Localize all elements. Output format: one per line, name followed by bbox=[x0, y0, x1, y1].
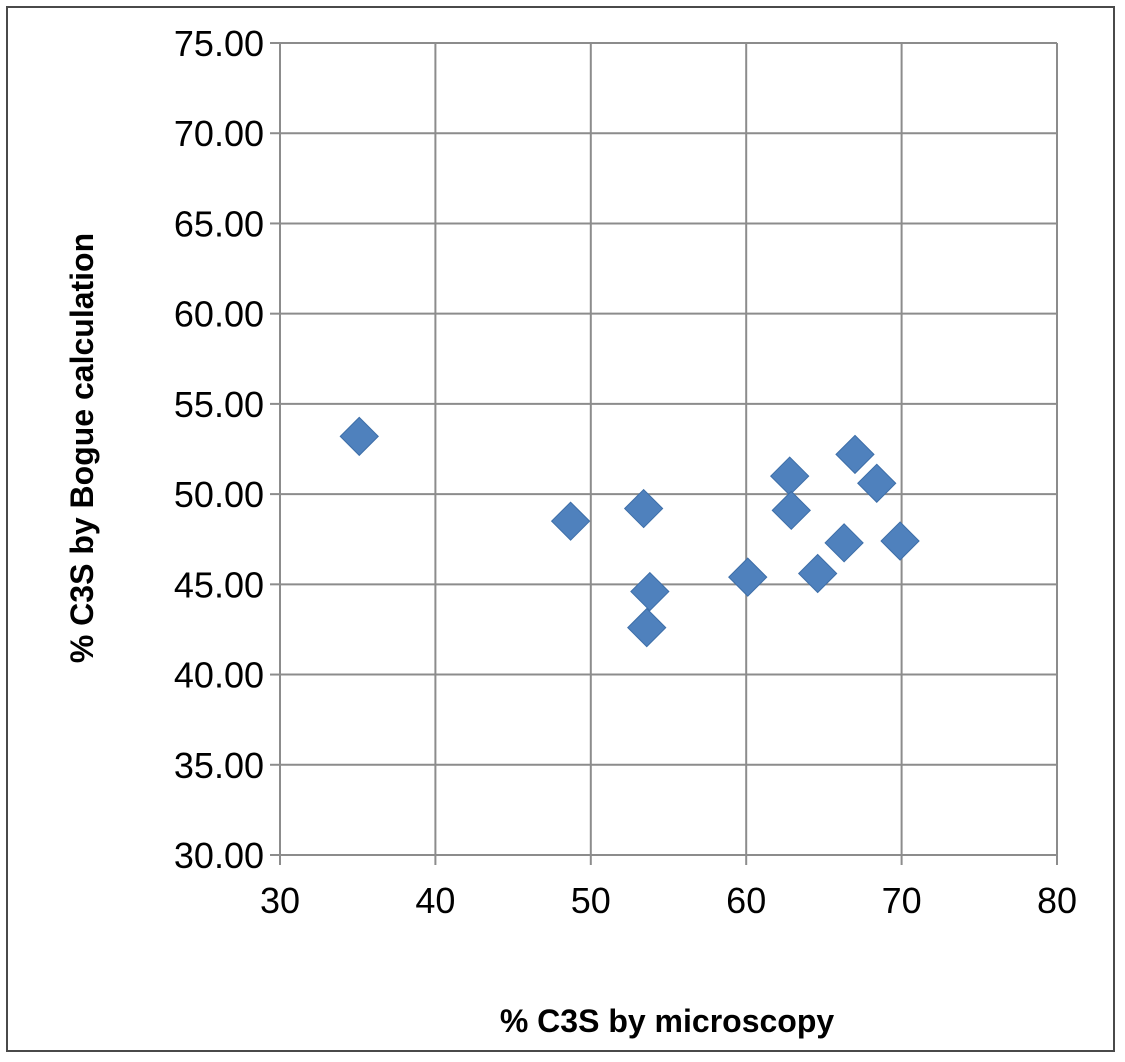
y-tick-label: 50.00 bbox=[174, 474, 264, 515]
data-point bbox=[623, 488, 664, 529]
data-point bbox=[880, 521, 920, 561]
data-point bbox=[797, 553, 838, 594]
data-point bbox=[771, 490, 811, 531]
x-axis-title: % C3S by microscopy bbox=[500, 1003, 835, 1039]
x-tick-label: 60 bbox=[726, 880, 766, 921]
grid-lines bbox=[280, 42, 1058, 855]
data-point bbox=[835, 434, 875, 475]
axes bbox=[270, 42, 1058, 865]
y-tick-label: 45.00 bbox=[174, 564, 264, 605]
data-point bbox=[857, 463, 897, 503]
data-point bbox=[550, 501, 591, 541]
y-tick-label: 35.00 bbox=[174, 745, 264, 786]
y-tick-label: 65.00 bbox=[174, 203, 264, 244]
x-tick-label: 70 bbox=[882, 880, 922, 921]
y-axis-title: % C3S by Bogue calculation bbox=[64, 233, 100, 663]
data-point bbox=[627, 607, 667, 648]
x-tick-label: 80 bbox=[1037, 880, 1077, 921]
data-point bbox=[824, 523, 864, 563]
x-tick-label: 40 bbox=[415, 880, 455, 921]
y-tick-label: 75.00 bbox=[174, 23, 264, 64]
data-point bbox=[630, 571, 670, 612]
data-point bbox=[770, 456, 810, 496]
x-tick-label: 30 bbox=[260, 880, 300, 921]
tick-labels: 30.00 35.00 40.00 45.00 50.00 55.00 60.00 65.00… bbox=[174, 23, 1077, 921]
x-tick-label: 50 bbox=[571, 880, 611, 921]
y-tick-label: 60.00 bbox=[174, 294, 264, 335]
y-tick-label: 40.00 bbox=[174, 655, 264, 696]
data-points bbox=[339, 416, 920, 648]
y-tick-label: 70.00 bbox=[174, 113, 264, 154]
y-tick-label: 30.00 bbox=[174, 835, 264, 876]
data-point bbox=[339, 416, 379, 457]
y-tick-label: 55.00 bbox=[174, 384, 264, 425]
data-point bbox=[728, 557, 768, 597]
